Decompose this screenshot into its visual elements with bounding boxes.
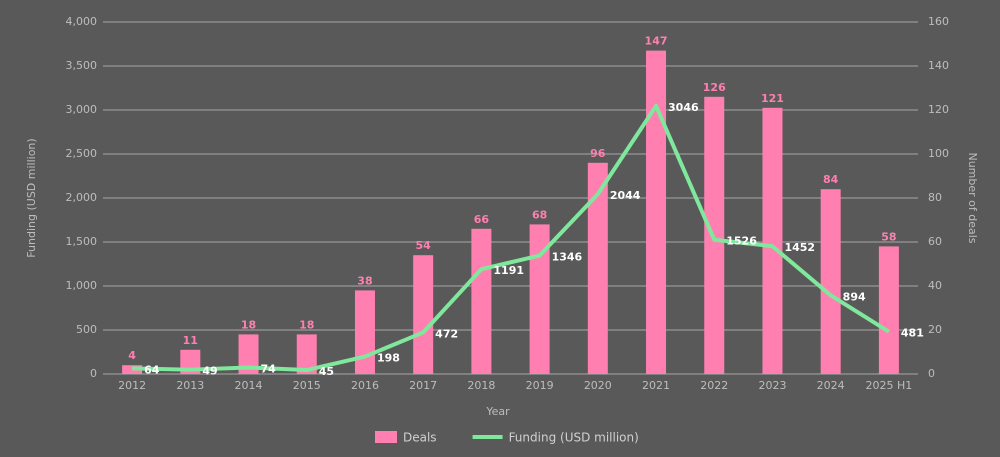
line [132, 103, 890, 373]
value-label: 66 [474, 213, 490, 226]
value-label: 49 [202, 365, 217, 378]
x-tick-label: 2014 [235, 379, 263, 392]
value-label: 3046 [668, 101, 699, 114]
value-label: 147 [645, 35, 668, 48]
value-label: 198 [377, 352, 400, 365]
value-label: 4 [128, 349, 136, 362]
value-label: 11 [183, 334, 198, 347]
x-tick-label: 2015 [293, 379, 321, 392]
bar [529, 224, 550, 374]
y-tick-label: 1,500 [66, 235, 98, 248]
x-tick-label: 2016 [351, 379, 379, 392]
value-label: 121 [761, 92, 784, 105]
y2-tick-label: 40 [928, 279, 942, 292]
x-tick-label: 2024 [817, 379, 845, 392]
legend-label: Deals [403, 431, 437, 445]
bar [238, 334, 259, 374]
y-axis-title: Funding (USD million) [25, 138, 38, 257]
y2-tick-label: 140 [928, 59, 949, 72]
y2-tick-label: 160 [928, 15, 949, 28]
value-label: 74 [261, 362, 277, 375]
bar [878, 246, 899, 374]
value-label: 18 [299, 318, 314, 331]
value-label: 45 [319, 365, 334, 378]
bar [820, 189, 841, 374]
bar [587, 162, 608, 374]
bar [646, 50, 667, 374]
legend-label: Funding (USD million) [509, 431, 639, 445]
y2-tick-label: 120 [928, 103, 949, 116]
x-tick-label: 2021 [642, 379, 670, 392]
y2-tick-label: 100 [928, 147, 949, 160]
bar [471, 228, 492, 374]
y-tick-label: 500 [76, 323, 97, 336]
value-label: 894 [843, 290, 866, 303]
value-label: 58 [881, 230, 896, 243]
y2-tick-label: 0 [928, 367, 935, 380]
x-axis-title: Year [485, 405, 510, 418]
value-label: 2044 [610, 189, 641, 202]
y-tick-label: 4,000 [66, 15, 98, 28]
x-tick-label: 2012 [118, 379, 146, 392]
y2-axis-title: Number of deals [966, 152, 979, 243]
value-label: 126 [703, 81, 726, 94]
value-label: 96 [590, 147, 606, 160]
x-tick-label: 2017 [409, 379, 437, 392]
x-tick-label: 2022 [700, 379, 728, 392]
bar [762, 107, 783, 375]
y2-tick-label: 80 [928, 191, 942, 204]
y-tick-label: 2,000 [66, 191, 98, 204]
value-label: 1452 [784, 241, 815, 254]
y2-tick-label: 60 [928, 235, 942, 248]
x-tick-label: 2013 [176, 379, 204, 392]
x-tick-label: 2019 [526, 379, 554, 392]
value-label: 54 [416, 239, 432, 252]
y2-tick-label: 20 [928, 323, 942, 336]
x-tick-label: 2018 [467, 379, 495, 392]
value-label: 64 [144, 363, 160, 376]
value-label: 472 [435, 327, 458, 340]
value-label: 1191 [493, 264, 524, 277]
value-label: 68 [532, 208, 547, 221]
y-tick-label: 2,500 [66, 147, 98, 160]
value-label: 38 [357, 274, 372, 287]
value-label: 84 [823, 173, 839, 186]
y-tick-label: 3,000 [66, 103, 98, 116]
y-tick-label: 3,500 [66, 59, 98, 72]
x-tick-label: 2023 [758, 379, 786, 392]
value-label: 18 [241, 318, 256, 331]
x-tick-label: 2025 H1 [866, 379, 913, 392]
value-label: 1526 [726, 235, 757, 248]
y-tick-label: 0 [90, 367, 97, 380]
bar [413, 255, 434, 374]
x-tick-label: 2020 [584, 379, 612, 392]
bar [296, 334, 317, 374]
y-tick-label: 1,000 [66, 279, 98, 292]
value-label: 1346 [552, 251, 583, 264]
legend-swatch [375, 431, 397, 443]
value-label: 481 [901, 327, 924, 340]
bar [354, 290, 375, 374]
